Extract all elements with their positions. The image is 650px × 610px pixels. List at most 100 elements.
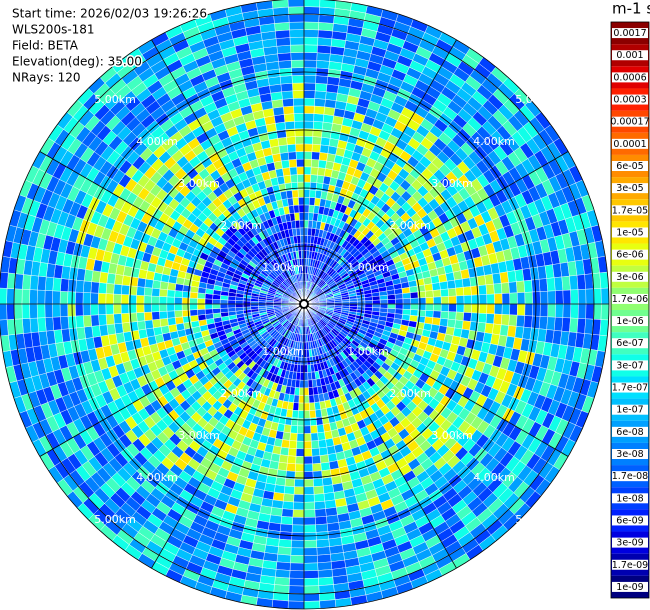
scan-gate: [296, 425, 305, 434]
scan-gate: [105, 313, 115, 325]
scan-gate: [312, 121, 324, 130]
range-label: 3.00km: [431, 429, 473, 442]
colorbar-label: 0.0006: [613, 72, 646, 83]
scan-gate: [296, 166, 305, 175]
scan-gate: [29, 289, 38, 305]
range-label: 2.00km: [220, 387, 262, 400]
scan-gate: [314, 82, 328, 92]
scan-gate: [293, 113, 305, 122]
scan-gate: [314, 98, 326, 108]
scan-gate: [277, 136, 288, 147]
scan-gate: [113, 293, 122, 305]
scan-gate: [227, 303, 236, 309]
range-label: 2.00km: [389, 387, 431, 400]
scan-gate: [159, 318, 169, 327]
scan-gate: [547, 303, 556, 318]
scan-gate: [461, 277, 472, 288]
scan-gate: [303, 82, 316, 92]
scan-gate: [290, 417, 299, 427]
scan-gate: [303, 174, 312, 183]
scan-gate: [0, 271, 9, 289]
scan-gate: [446, 279, 456, 290]
scan-gate: [287, 455, 297, 465]
scan-gate: [277, 52, 292, 62]
scan-gate: [205, 313, 214, 320]
scan-gate: [287, 197, 294, 207]
scan-gate: [379, 294, 389, 301]
scan-gate: [303, 501, 316, 511]
range-label: 4.00km: [473, 135, 515, 148]
scan-gate: [273, 114, 286, 124]
scan-gate: [314, 508, 327, 518]
scan-gate: [303, 6, 320, 15]
scan-gate: [303, 425, 312, 434]
scan-gate: [447, 287, 457, 297]
scan-gate: [364, 300, 373, 305]
scan-gate: [562, 289, 572, 305]
scan-gate: [303, 524, 317, 534]
scan-gate: [113, 313, 123, 325]
scan-gate: [204, 303, 213, 310]
scan-gate: [402, 292, 411, 300]
scan-gate: [294, 478, 305, 488]
scan-gate: [136, 303, 145, 314]
colorbar-label: 0.001: [616, 50, 643, 61]
scan-gate: [318, 152, 329, 162]
scan-gate: [105, 283, 115, 295]
scan-gate: [36, 303, 46, 319]
scan-gate: [476, 275, 487, 286]
scan-gate: [494, 293, 503, 305]
range-label: 3.00km: [431, 177, 473, 190]
scan-gate: [562, 303, 572, 319]
scan-gate: [387, 294, 396, 300]
scan-gate: [279, 75, 293, 85]
colorbar-label: 1e-07: [616, 405, 643, 416]
scan-gate: [283, 105, 295, 115]
scan-gate: [484, 273, 494, 286]
scan-gate: [290, 547, 305, 556]
scan-gate: [121, 312, 130, 324]
scan-gate: [303, 59, 318, 69]
scan-gate: [318, 14, 335, 24]
scan-gate: [314, 500, 326, 510]
scan-gate: [286, 136, 296, 146]
scan-gate: [82, 280, 92, 294]
scan-gate: [227, 299, 236, 305]
scan-gate: [295, 448, 305, 457]
colorbar-label: 0.0017: [613, 28, 646, 39]
scan-gate: [298, 212, 305, 221]
scan-gate: [493, 313, 503, 325]
scan-gate: [275, 569, 291, 579]
scan-gate: [21, 288, 31, 305]
range-label: 5.00km: [94, 513, 136, 526]
scan-gate: [271, 0, 289, 9]
scan-gate: [166, 296, 175, 305]
scan-gate: [303, 151, 313, 160]
scan-gate: [372, 299, 381, 305]
colorbar-unit: m-1 sr-1: [612, 0, 650, 18]
scan-gate: [151, 287, 161, 297]
scan-gate: [292, 516, 305, 526]
scan-gate: [98, 282, 108, 294]
scan-gate: [401, 287, 411, 294]
scan-gate: [82, 292, 92, 305]
scan-gate: [291, 75, 305, 84]
scan-gate: [485, 283, 495, 295]
colorbar-label: 1.7e-05: [612, 205, 648, 216]
scan-gate: [60, 278, 70, 292]
scan-gate: [136, 320, 147, 331]
scan-gate: [417, 297, 427, 305]
scan-gate: [235, 303, 244, 308]
scan-gate: [303, 36, 319, 46]
colorbar-label: 6e-06: [616, 250, 643, 261]
scan-gate: [395, 298, 404, 305]
scan-gate: [387, 303, 396, 310]
scan-gate: [294, 120, 305, 130]
scan-gate: [303, 357, 308, 366]
scan-gate: [290, 44, 305, 53]
scan-gate: [576, 318, 586, 334]
scan-gate: [461, 320, 472, 331]
colorbar-label: 6e-07: [616, 338, 643, 349]
scan-gate: [569, 275, 579, 291]
